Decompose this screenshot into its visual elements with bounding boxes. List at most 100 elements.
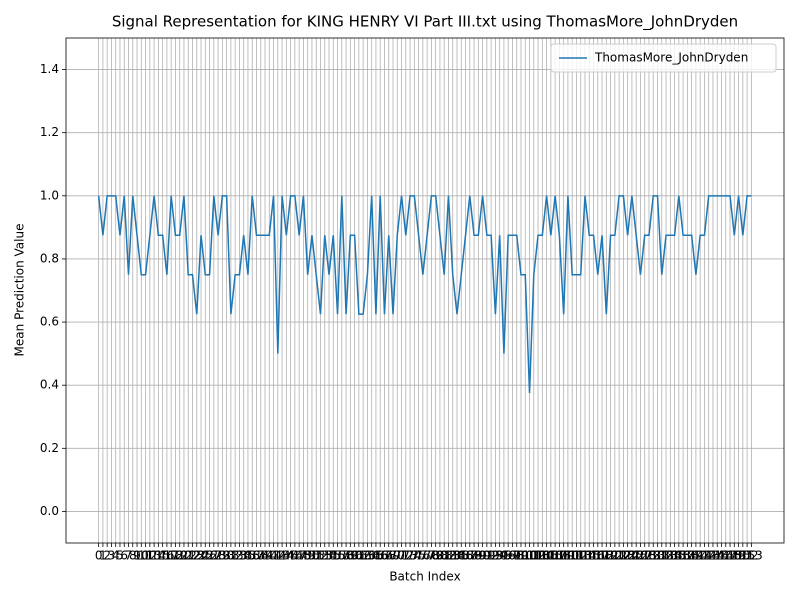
legend-label: ThomasMore_JohnDryden — [594, 51, 748, 65]
x-tick-label: 53 — [317, 549, 332, 563]
x-tick-label: 126 — [625, 549, 648, 563]
x-tick-label: 28 — [210, 549, 225, 563]
x-tick-label: 87 — [462, 549, 477, 563]
x-tick-label: 139 — [680, 549, 703, 563]
x-tick-label: 79 — [428, 549, 443, 563]
x-tick-label: 59 — [343, 549, 358, 563]
x-tick-label: 71 — [394, 549, 409, 563]
plot-frame — [65, 37, 785, 544]
x-tick-label: 150 — [727, 549, 750, 563]
x-tick-label: 8 — [129, 549, 137, 563]
x-tick-label: 149 — [723, 549, 746, 563]
x-tick-label: 68 — [381, 549, 396, 563]
x-tick-label: 7 — [125, 549, 133, 563]
x-tick-label: 105 — [535, 549, 558, 563]
x-tick-label: 9 — [133, 549, 141, 563]
x-tick-label: 123 — [612, 549, 635, 563]
x-tick-label: 44 — [279, 549, 294, 563]
x-tick-label: 120 — [599, 549, 622, 563]
x-tick-label: 0 — [95, 549, 103, 563]
x-tick-label: 122 — [608, 549, 631, 563]
x-tick-label: 6 — [120, 549, 128, 563]
x-tick-label: 111 — [561, 549, 584, 563]
x-tick-label: 143 — [697, 549, 720, 563]
x-tick-label: 102 — [522, 549, 545, 563]
x-tick-label: 104 — [531, 549, 554, 563]
x-tick-label: 13 — [146, 549, 161, 563]
x-tick-label: 103 — [527, 549, 550, 563]
x-tick-label: 19 — [172, 549, 187, 563]
y-tick-label: 1.2 — [40, 125, 59, 139]
x-tick-label: 25 — [198, 549, 213, 563]
x-tick-label: 89 — [471, 549, 486, 563]
x-tick-label: 56 — [330, 549, 345, 563]
x-tick-label: 22 — [185, 549, 200, 563]
x-tick-label: 50 — [304, 549, 319, 563]
x-tick-label: 4 — [112, 549, 120, 563]
x-tick-label: 96 — [501, 549, 516, 563]
x-tick-label: 80 — [432, 549, 447, 563]
x-tick-label: 74 — [407, 549, 422, 563]
x-tick-label: 76 — [415, 549, 430, 563]
x-tick-label: 101 — [518, 549, 541, 563]
legend: ThomasMore_JohnDryden — [550, 43, 777, 73]
x-tick-label: 65 — [368, 549, 383, 563]
x-tick-label: 132 — [650, 549, 673, 563]
x-tick-label: 11 — [138, 549, 153, 563]
x-tick-label: 81 — [437, 549, 452, 563]
x-tick-label: 117 — [586, 549, 609, 563]
x-tick-label: 131 — [646, 549, 669, 563]
x-tick-label: 3 — [108, 549, 116, 563]
x-tick-label: 33 — [232, 549, 247, 563]
x-tick-label: 141 — [689, 549, 712, 563]
y-tick-label: 0.4 — [40, 378, 59, 392]
x-tick-label: 30 — [219, 549, 234, 563]
x-tick-label: 134 — [659, 549, 682, 563]
x-tick-label: 41 — [266, 549, 281, 563]
x-tick-label: 29 — [215, 549, 230, 563]
x-tick-label: 110 — [556, 549, 579, 563]
x-tick-label: 88 — [466, 549, 481, 563]
x-tick-label: 20 — [176, 549, 191, 563]
x-tick-label: 39 — [257, 549, 272, 563]
x-tick-label: 27 — [206, 549, 221, 563]
x-tick-label: 24 — [193, 549, 208, 563]
x-tick-label: 21 — [181, 549, 196, 563]
x-tick-label: 64 — [364, 549, 379, 563]
x-tick-label: 35 — [240, 549, 255, 563]
x-tick-label: 124 — [616, 549, 639, 563]
x-tick-label: 94 — [492, 549, 507, 563]
x-tick-label: 67 — [377, 549, 392, 563]
x-tick-label: 51 — [309, 549, 324, 563]
x-tick-label: 153 — [740, 549, 763, 563]
y-axis-label: Mean Prediction Value — [13, 224, 27, 357]
x-tick-label: 95 — [496, 549, 511, 563]
x-tick-label: 109 — [552, 549, 575, 563]
x-tick-label: 121 — [603, 549, 626, 563]
x-tick-label: 2 — [103, 549, 111, 563]
x-tick-label: 144 — [702, 549, 725, 563]
data-line — [97, 195, 752, 394]
x-tick-label: 137 — [672, 549, 695, 563]
x-tick-label: 17 — [164, 549, 179, 563]
x-tick-label: 47 — [292, 549, 307, 563]
x-tick-label: 129 — [638, 549, 661, 563]
x-tick-label: 113 — [569, 549, 592, 563]
x-axis-label: Batch Index — [389, 570, 460, 584]
x-tick-label: 36 — [245, 549, 260, 563]
x-tick-label: 72 — [398, 549, 413, 563]
x-tick-label: 63 — [360, 549, 375, 563]
x-tick-label: 34 — [236, 549, 251, 563]
x-tick-label: 147 — [714, 549, 737, 563]
x-tick-label: 133 — [655, 549, 678, 563]
x-tick-label: 77 — [419, 549, 434, 563]
x-tick-label: 52 — [313, 549, 328, 563]
x-tick-label: 54 — [321, 549, 336, 563]
x-tick-label: 107 — [544, 549, 567, 563]
x-tick-label: 12 — [142, 549, 157, 563]
y-tick-label: 0.6 — [40, 315, 59, 329]
y-tick-label: 0.8 — [40, 251, 59, 265]
x-tick-label: 136 — [667, 549, 690, 563]
x-tick-label: 85 — [454, 549, 469, 563]
